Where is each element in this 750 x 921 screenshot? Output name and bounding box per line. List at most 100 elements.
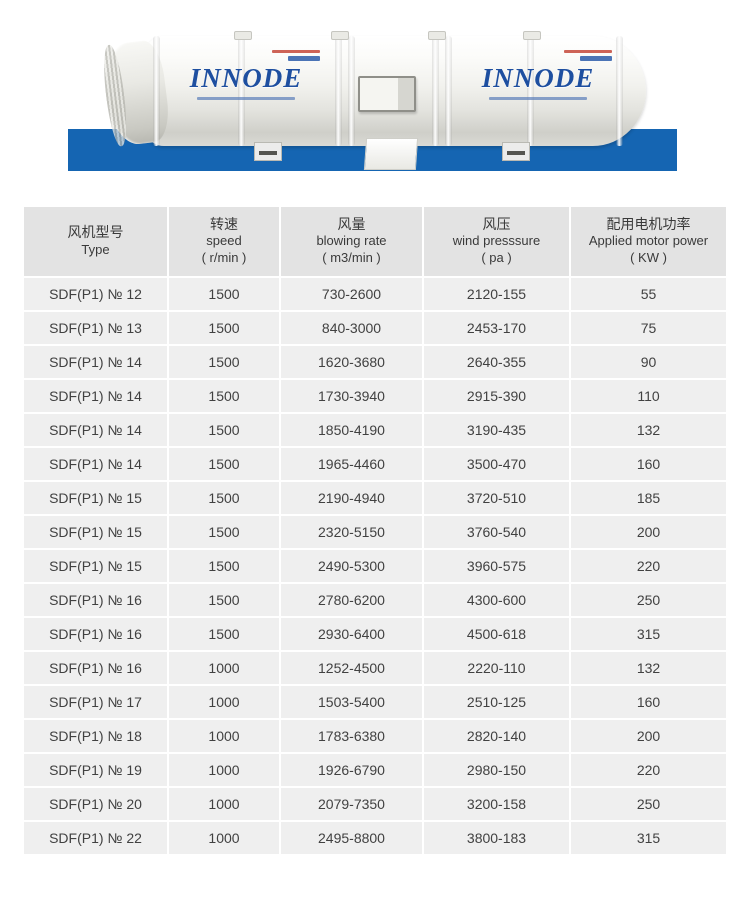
- cell-wind_pressure: 4500-618: [424, 617, 569, 650]
- cell-motor_power: 160: [571, 447, 726, 480]
- cell-speed: 1500: [169, 413, 279, 446]
- cell-speed: 1500: [169, 311, 279, 344]
- cell-wind_pressure: 3200-158: [424, 787, 569, 820]
- cell-motor_power: 132: [571, 413, 726, 446]
- cell-wind_pressure: 4300-600: [424, 583, 569, 616]
- header-unit: ( m3/min ): [322, 250, 381, 266]
- cell-blowing_rate: 2780-6200: [281, 583, 422, 616]
- website-microtext: [489, 97, 587, 100]
- fan-lift-lug: [234, 31, 252, 40]
- cell-motor_power: 90: [571, 345, 726, 378]
- cell-motor_power: 250: [571, 787, 726, 820]
- fan-flange-ring: [432, 36, 439, 146]
- fan-flange-ring: [153, 36, 160, 146]
- fan-flange-ring: [335, 36, 342, 146]
- product-hero: INNODE INNODE: [0, 0, 750, 192]
- cell-speed: 1000: [169, 685, 279, 718]
- fan-lift-lug: [428, 31, 446, 40]
- cell-speed: 1500: [169, 549, 279, 582]
- cell-type: SDF(P1) № 16: [24, 583, 167, 616]
- cell-wind_pressure: 2915-390: [424, 379, 569, 412]
- fan-mount-plate: [363, 138, 419, 170]
- fan-flange-ring: [527, 36, 534, 146]
- cell-motor_power: 75: [571, 311, 726, 344]
- header-en: Type: [81, 241, 110, 257]
- header-unit: ( pa ): [481, 250, 512, 266]
- cell-speed: 1000: [169, 651, 279, 684]
- cell-wind_pressure: 2510-125: [424, 685, 569, 718]
- header-unit: ( KW ): [630, 250, 667, 266]
- cell-type: SDF(P1) № 16: [24, 617, 167, 650]
- header-zh: 风压: [482, 216, 511, 232]
- cell-blowing_rate: 1620-3680: [281, 345, 422, 378]
- cell-blowing_rate: 2490-5300: [281, 549, 422, 582]
- brand-logo-text: INNODE: [481, 63, 595, 93]
- table-row: SDF(P1) № 12 1500 730-2600 2120-155 55: [24, 277, 726, 310]
- header-zh: 风量: [337, 216, 366, 232]
- cell-type: SDF(P1) № 20: [24, 787, 167, 820]
- cn-name-microtext: [288, 56, 320, 61]
- cell-blowing_rate: 1252-4500: [281, 651, 422, 684]
- table-row: SDF(P1) № 15 1500 2320-5150 3760-540 200: [24, 515, 726, 548]
- cell-wind_pressure: 2980-150: [424, 753, 569, 786]
- cell-blowing_rate: 1965-4460: [281, 447, 422, 480]
- cell-wind_pressure: 3800-183: [424, 821, 569, 854]
- header-en: wind presssure: [452, 233, 541, 249]
- fan-mount-foot: [254, 142, 282, 161]
- col-header-blowing-rate: 风量 blowing rate ( m3/min ): [281, 207, 422, 276]
- header-zh: 转速: [210, 216, 238, 232]
- fan-flange-ring: [445, 36, 452, 146]
- cell-type: SDF(P1) № 15: [24, 481, 167, 514]
- col-header-motor-power: 配用电机功率 Applied motor power ( KW ): [571, 207, 726, 276]
- cell-wind_pressure: 2820-140: [424, 719, 569, 752]
- cell-motor_power: 315: [571, 821, 726, 854]
- fan-junction-box: [358, 76, 416, 112]
- brand-logo-text: INNODE: [189, 63, 303, 93]
- fan-flange-ring: [616, 36, 623, 146]
- header-row: 风机型号 Type 转速 speed ( r/min ) 风量 blowing …: [24, 207, 726, 276]
- cell-type: SDF(P1) № 13: [24, 311, 167, 344]
- header-zh: 配用电机功率: [606, 216, 691, 232]
- header-unit: ( r/min ): [201, 250, 247, 266]
- cell-motor_power: 220: [571, 753, 726, 786]
- cell-speed: 1000: [169, 787, 279, 820]
- cell-blowing_rate: 2930-6400: [281, 617, 422, 650]
- cell-blowing_rate: 2495-8800: [281, 821, 422, 854]
- cell-type: SDF(P1) № 19: [24, 753, 167, 786]
- spec-table-section: 风机型号 Type 转速 speed ( r/min ) 风量 blowing …: [22, 205, 728, 856]
- table-row: SDF(P1) № 22 1000 2495-8800 3800-183 315: [24, 821, 726, 854]
- table-row: SDF(P1) № 14 1500 1965-4460 3500-470 160: [24, 447, 726, 480]
- cell-blowing_rate: 2190-4940: [281, 481, 422, 514]
- col-header-type: 风机型号 Type: [24, 207, 167, 276]
- cell-blowing_rate: 1503-5400: [281, 685, 422, 718]
- cell-type: SDF(P1) № 18: [24, 719, 167, 752]
- cell-type: SDF(P1) № 22: [24, 821, 167, 854]
- tunnel-fan-photo: INNODE INNODE: [100, 31, 648, 170]
- cell-speed: 1500: [169, 447, 279, 480]
- table-row: SDF(P1) № 17 1000 1503-5400 2510-125 160: [24, 685, 726, 718]
- cell-wind_pressure: 3960-575: [424, 549, 569, 582]
- cell-speed: 1000: [169, 753, 279, 786]
- cell-wind_pressure: 2453-170: [424, 311, 569, 344]
- cell-blowing_rate: 840-3000: [281, 311, 422, 344]
- cell-motor_power: 160: [571, 685, 726, 718]
- header-zh: 风机型号: [67, 224, 124, 241]
- table-row: SDF(P1) № 14 1500 1620-3680 2640-355 90: [24, 345, 726, 378]
- brand-label-right: INNODE: [458, 50, 618, 100]
- fan-lift-lug: [523, 31, 541, 40]
- cell-motor_power: 132: [571, 651, 726, 684]
- table-row: SDF(P1) № 14 1500 1730-3940 2915-390 110: [24, 379, 726, 412]
- cell-speed: 1500: [169, 583, 279, 616]
- cell-type: SDF(P1) № 16: [24, 651, 167, 684]
- cell-wind_pressure: 2220-110: [424, 651, 569, 684]
- fan-mount-foot: [502, 142, 530, 161]
- cell-wind_pressure: 2120-155: [424, 277, 569, 310]
- table-row: SDF(P1) № 19 1000 1926-6790 2980-150 220: [24, 753, 726, 786]
- cell-motor_power: 220: [571, 549, 726, 582]
- cell-blowing_rate: 1926-6790: [281, 753, 422, 786]
- cell-wind_pressure: 2640-355: [424, 345, 569, 378]
- cell-blowing_rate: 2320-5150: [281, 515, 422, 548]
- cell-type: SDF(P1) № 14: [24, 379, 167, 412]
- col-header-wind-pressure: 风压 wind presssure ( pa ): [424, 207, 569, 276]
- cell-type: SDF(P1) № 14: [24, 345, 167, 378]
